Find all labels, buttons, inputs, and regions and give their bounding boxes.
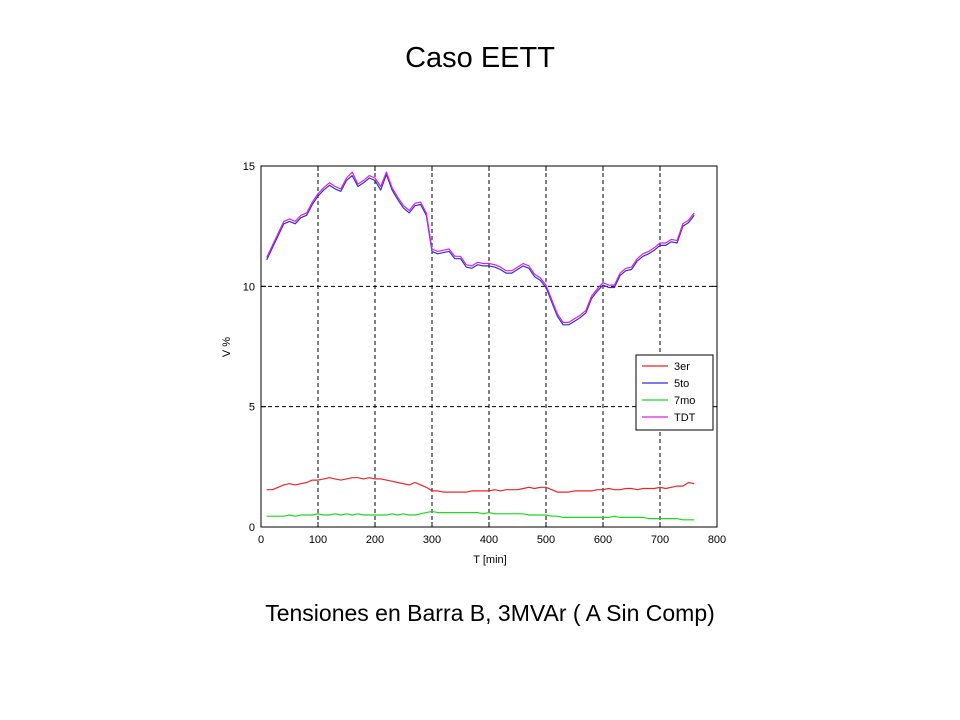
slide-title: Caso EETT — [405, 42, 555, 74]
y-tick-label: 10 — [243, 281, 255, 293]
plot-background — [261, 166, 717, 527]
series-line-tdt — [266, 171, 695, 323]
y-tick-label: 0 — [249, 522, 255, 534]
series-line-3er — [266, 477, 695, 493]
x-tick-label: 300 — [423, 534, 441, 546]
legend-label: 3er — [674, 361, 690, 373]
legend-label: 5to — [674, 378, 689, 390]
y-tick-label: 15 — [243, 161, 255, 173]
legend-label: TDT — [674, 412, 696, 424]
x-tick-label: 400 — [480, 534, 498, 546]
slide-subtitle: Tensiones en Barra B, 3MVAr ( A Sin Comp… — [265, 600, 715, 626]
x-tick-label: 500 — [537, 534, 555, 546]
series-group — [266, 171, 695, 521]
x-tick-label: 0 — [258, 534, 264, 546]
x-tick-label: 800 — [708, 534, 726, 546]
x-tick-label: 200 — [366, 534, 384, 546]
series-line-7mo — [266, 510, 695, 521]
series-line-5to — [266, 173, 695, 326]
legend: 3er 5to 7mo TDT — [635, 354, 714, 431]
x-tick-label: 700 — [651, 534, 669, 546]
plot-area — [261, 166, 717, 527]
y-axis-label: V % — [221, 337, 233, 357]
legend-label: 7mo — [674, 395, 695, 407]
x-axis-label: T [min] — [473, 554, 506, 566]
y-tick-label: 5 — [249, 402, 255, 414]
x-tick-label: 600 — [594, 534, 612, 546]
x-tick-label: 100 — [309, 534, 327, 546]
axes: 0 100 200 300 400 500 600 700 800 0 5 10 15 — [243, 161, 726, 546]
